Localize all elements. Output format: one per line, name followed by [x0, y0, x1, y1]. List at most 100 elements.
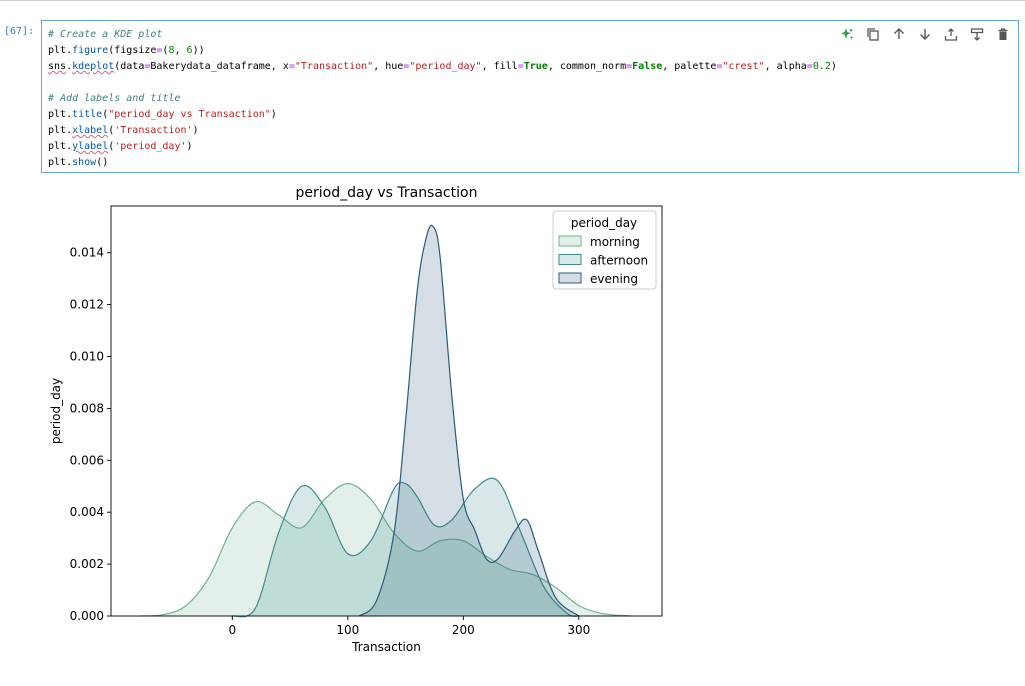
execution-count: [67]: — [4, 26, 35, 37]
move-down-icon[interactable] — [916, 25, 934, 43]
y-tick-label: 0.006 — [70, 453, 104, 467]
code-line: plt.xlabel('Transaction') — [48, 123, 837, 139]
x-tick-label: 100 — [336, 623, 359, 637]
code-token: sns — [48, 61, 67, 72]
legend-label-evening: evening — [590, 272, 638, 286]
kde-plot: 0 100 200 300 0.000 0.002 0.004 0.006 0.008 0.010… — [49, 185, 663, 654]
code-token: = — [806, 61, 813, 72]
code-token: ( — [162, 45, 169, 56]
code-line: # Create a KDE plot — [48, 27, 837, 43]
legend-swatch-afternoon — [558, 254, 582, 265]
code-token: ( — [102, 109, 109, 120]
move-up-icon[interactable] — [890, 25, 908, 43]
top-divider — [0, 0, 1025, 1]
y-tick-label: 0.000 — [70, 609, 104, 623]
code-token: # Add labels and title — [48, 93, 181, 104]
code-token: = — [156, 45, 163, 56]
y-tick-label: 0.008 — [70, 401, 104, 415]
code-token: ) — [830, 61, 837, 72]
code-token: ) — [192, 125, 199, 136]
x-tick-label: 0 — [228, 623, 236, 637]
code-token: 'period_day' — [114, 141, 187, 152]
kde-line-afternoon — [232, 477, 579, 618]
code-token: , hue — [373, 61, 404, 72]
code-token: = — [144, 61, 151, 72]
ai-sparkle-icon[interactable] — [838, 25, 856, 43]
code-token: = — [288, 61, 295, 72]
code-token: plt. — [48, 157, 73, 168]
y-tick-label: 0.010 — [70, 350, 104, 364]
code-token: "Transaction" — [294, 61, 374, 72]
code-token: ( — [108, 125, 115, 136]
code-token: )) — [192, 45, 205, 56]
code-token: = — [626, 61, 633, 72]
kde-line-evening — [358, 224, 580, 617]
code-token: False — [632, 61, 663, 72]
code-token: xlabel — [72, 125, 109, 136]
x-tick-label: 200 — [452, 623, 475, 637]
code-token: = — [403, 61, 410, 72]
duplicate-cell-icon[interactable] — [864, 25, 882, 43]
y-tick-label: 0.012 — [70, 298, 104, 312]
code-token: "crest" — [722, 61, 765, 72]
code-token: plt. — [48, 45, 73, 56]
y-tick-label: 0.004 — [70, 505, 104, 519]
code-token: title — [72, 109, 103, 120]
code-token: = — [517, 61, 524, 72]
code-token: kdeplot — [72, 61, 115, 72]
code-line — [48, 75, 837, 91]
y-tick-label: 0.002 — [70, 557, 104, 571]
code-token: Bakerydata_dataframe, x — [150, 61, 289, 72]
code-token: ) — [270, 109, 277, 120]
delete-cell-icon[interactable] — [994, 25, 1012, 43]
code-token: , fill — [481, 61, 518, 72]
code-token: 6 — [186, 45, 193, 56]
insert-below-icon[interactable] — [968, 25, 986, 43]
code-token: 8 — [168, 45, 175, 56]
code-token: plt. — [48, 109, 73, 120]
code-token: , — [174, 45, 187, 56]
code-line: plt.title("period_day vs Transaction") — [48, 107, 837, 123]
insert-above-icon[interactable] — [942, 25, 960, 43]
code-token: figure — [72, 45, 109, 56]
code-line: sns.kdeplot(data=Bakerydata_dataframe, x… — [48, 59, 837, 75]
x-axis-label: Transaction — [351, 640, 421, 654]
code-token: "period_day" — [409, 61, 482, 72]
code-line: plt.figure(figsize=(8, 6)) — [48, 43, 837, 59]
legend-label-afternoon: afternoon — [590, 254, 648, 268]
code-token: plt. — [48, 141, 73, 152]
code-token: ylabel — [72, 141, 109, 152]
plot-frame — [110, 205, 663, 617]
code-token: . — [66, 61, 73, 72]
legend-swatch-evening — [558, 272, 582, 284]
code-token: = — [716, 61, 723, 72]
x-tick-label: 300 — [567, 623, 590, 637]
code-token: , palette — [662, 61, 717, 72]
kde-area-evening — [359, 225, 579, 617]
code-line: plt.show() — [48, 155, 837, 171]
chart-title: period_day vs Transaction — [296, 185, 478, 201]
code-token: (data — [114, 61, 145, 72]
code-line: # Add labels and title — [48, 91, 837, 107]
legend-swatch-morning — [558, 235, 582, 247]
code-token: (figsize — [108, 45, 157, 56]
code-token: , common_norm — [547, 61, 627, 72]
code-token: "period_day vs Transaction" — [108, 109, 271, 120]
code-line: plt.ylabel('period_day') — [48, 139, 837, 155]
code-token: plt. — [48, 125, 73, 136]
code-editor[interactable]: # Create a KDE plot plt.figure(figsize=(8… — [48, 27, 837, 171]
legend-label-morning: morning — [590, 235, 640, 249]
code-cell[interactable]: # Create a KDE plot plt.figure(figsize=(8… — [41, 20, 1019, 173]
code-token: , alpha — [764, 61, 807, 72]
legend-title: period_day — [571, 216, 637, 230]
code-token: ( — [108, 141, 115, 152]
kde-area-morning — [139, 483, 631, 616]
code-token: 0.2 — [812, 61, 831, 72]
code-token: 'Transaction' — [114, 125, 193, 136]
y-axis-label: period_day — [49, 378, 63, 444]
legend-box — [552, 210, 657, 290]
code-token: ) — [186, 141, 193, 152]
cell-toolbar — [838, 25, 1012, 43]
kde-area-afternoon — [232, 478, 579, 617]
